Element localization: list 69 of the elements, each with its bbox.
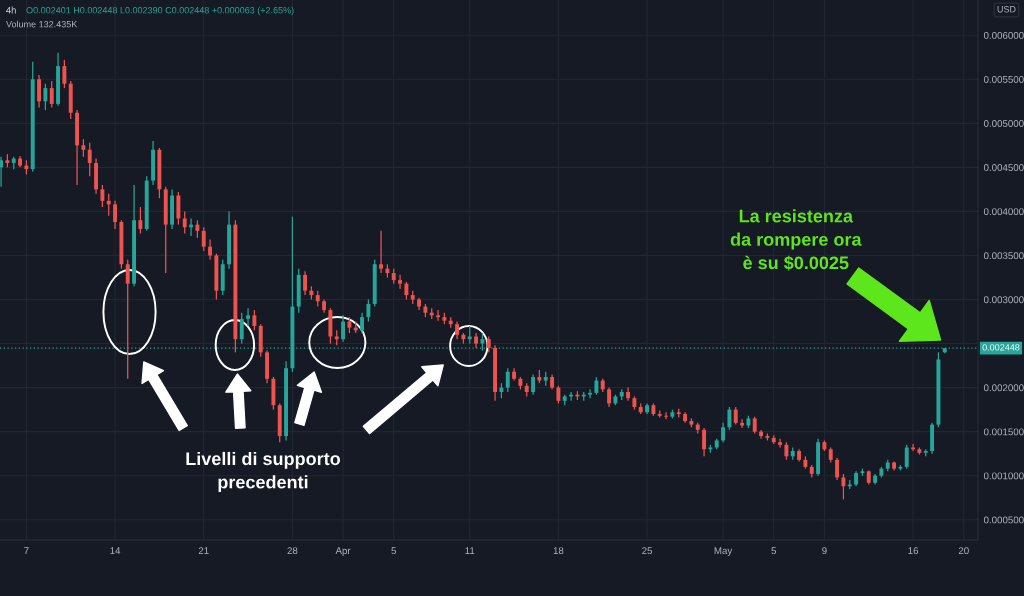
y-tick-label: 0.002000 [983, 384, 1024, 392]
candlestick [37, 74, 42, 109]
candlestick [531, 373, 536, 396]
candlestick [252, 309, 257, 331]
candlestick [664, 411, 669, 420]
candlestick [398, 274, 403, 290]
candlestick [721, 422, 726, 443]
annotation: La resistenza da rompere ora è su $0.0025 [730, 209, 862, 271]
candlestick [505, 367, 510, 393]
y-tick-label: 0.005000 [983, 120, 1024, 127]
y-tick-label: 0.001500 [983, 428, 1024, 436]
text: 4h [6, 6, 16, 14]
candlestick [379, 230, 384, 274]
y-tick-label: 0.005500 [983, 76, 1024, 83]
x-tick-label: 21 [198, 547, 209, 554]
candlestick [208, 238, 213, 261]
y-tick-label: 0.004000 [983, 208, 1024, 216]
candlestick [87, 142, 92, 177]
candlestick [702, 427, 707, 457]
annotation: Livelli di supporto precedenti [186, 451, 341, 493]
x-tick-label: 18 [553, 547, 564, 555]
annotation: Volume 132.435K [6, 20, 78, 28]
x-tick-label: May [714, 547, 733, 557]
candlestick [43, 83, 48, 111]
candlestick [727, 406, 732, 431]
y-tick-label: 0.006000 [983, 31, 1024, 39]
x-tick-label: 28 [287, 547, 298, 555]
candlestick [835, 457, 840, 481]
x-tick-label: Apr [335, 547, 351, 557]
x-tick-label: 11 [465, 547, 475, 554]
candlestick [49, 80, 54, 109]
candlestick [904, 444, 909, 470]
x-tick-label: 5 [771, 547, 777, 555]
candlestick [778, 438, 783, 449]
candlestick [125, 259, 130, 380]
candlestick [176, 191, 181, 226]
candlestick [113, 200, 118, 230]
y-tick-label: 0.004500 [983, 164, 1024, 171]
candlestick [436, 309, 441, 322]
candlestick [62, 59, 67, 89]
x-tick-label: 9 [822, 547, 827, 555]
candlestick [607, 386, 612, 408]
candlestick [341, 314, 346, 343]
x-tick-label: 20 [958, 547, 969, 555]
y-tick-label: 0.000500 [983, 516, 1024, 524]
x-tick-label: 16 [908, 547, 919, 555]
candlestick [303, 270, 308, 296]
x-tick-label: 5 [391, 547, 397, 555]
candlestick [841, 473, 846, 501]
candlestick [0, 156, 4, 188]
candlestick [588, 388, 593, 399]
candlestick [201, 226, 206, 252]
y-tick-label: 0.003000 [983, 296, 1024, 304]
ref-line-label: 0.002448 [982, 344, 1020, 351]
candlestick [182, 210, 187, 235]
candlestick [100, 184, 105, 208]
candlestick [138, 206, 143, 235]
x-tick-label: 14 [110, 547, 121, 554]
candlestick [360, 312, 365, 334]
candlestick [366, 298, 371, 323]
candlestick [239, 312, 244, 345]
text: USD [997, 6, 1016, 13]
candlestick [246, 307, 251, 327]
y-tick-label: 0.001000 [983, 472, 1024, 480]
text: O0.002401 H0.002448 L0.002390 C0.002448 +0.000063 (+2.65%) [26, 6, 294, 16]
y-tick-label: 0.003500 [983, 252, 1024, 260]
x-tick-label: 7 [24, 547, 29, 554]
x-tick-label: 25 [642, 547, 653, 555]
candlestick [759, 429, 764, 440]
